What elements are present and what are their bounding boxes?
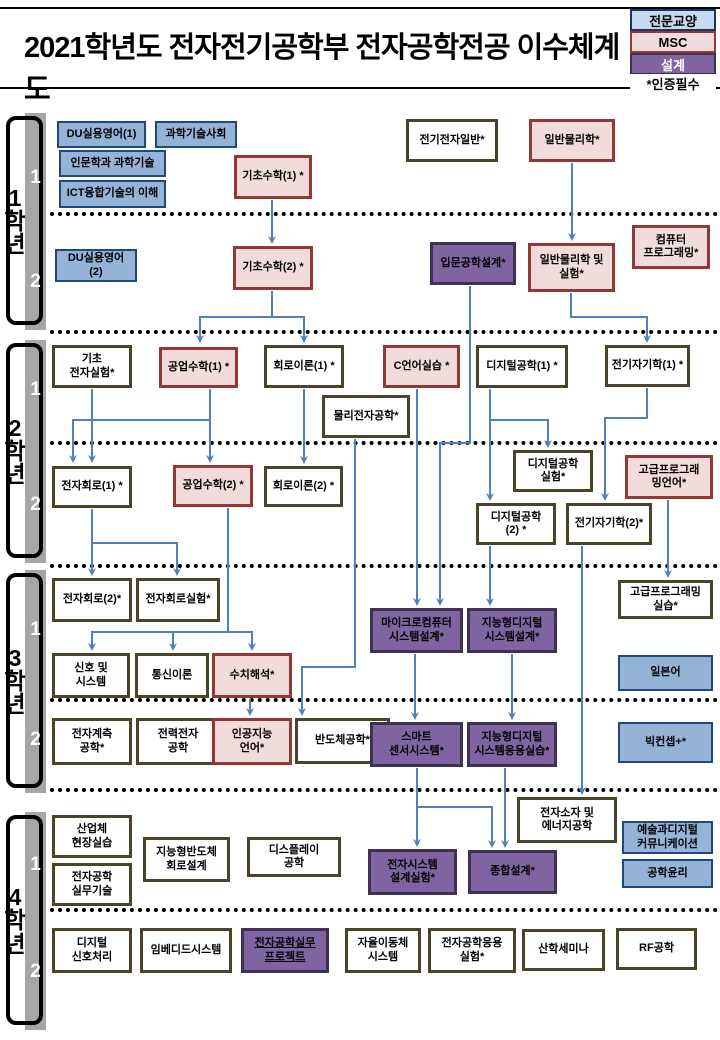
course-numerical-analysis: 수치해석* bbox=[212, 653, 292, 698]
course-circuit-theory-1: 회로이론(1) * bbox=[264, 345, 344, 388]
course-comm-theory: 통신이론 bbox=[135, 653, 209, 698]
course-electronic-circuits-1: 전자회로(1) * bbox=[52, 466, 132, 508]
course-elec-practical-project: 전자공학실무 프로젝트 bbox=[241, 928, 329, 973]
course-intelligent-digital-design: 지능형디지털 시스템설계* bbox=[467, 608, 557, 653]
header-rule bbox=[0, 87, 720, 89]
course-microcomputer-design: 마이크로컴퓨터 시스템설계* bbox=[370, 608, 463, 653]
year-2-semester-2-label: 2 bbox=[30, 494, 41, 515]
year-2-semester-1-label: 1 bbox=[30, 379, 41, 400]
year-3-semester-1-label: 1 bbox=[30, 619, 41, 640]
course-digital-eng-lab: 디지털공학 실험* bbox=[513, 450, 593, 492]
year-4-semester-2-label: 2 bbox=[30, 961, 41, 982]
year-1-semester-1-label: 1 bbox=[30, 167, 41, 188]
course-elec-circuit-lab: 전자회로실험* bbox=[136, 578, 220, 622]
year-3-label: 3 학 년 bbox=[4, 644, 26, 718]
course-ict-convergence: ICT융합기술의 이해 bbox=[59, 180, 166, 208]
year-1-label: 1 학 년 bbox=[4, 184, 26, 258]
course-elec-measurement: 전자계측 공학* bbox=[52, 718, 132, 765]
dotted-divider-6 bbox=[50, 908, 718, 912]
page-title: 2021학년도 전자전기공학부 전자공학전공 이수체계도 bbox=[24, 32, 620, 106]
dotted-divider-1 bbox=[50, 330, 718, 334]
dotted-divider-3 bbox=[50, 564, 718, 568]
course-intro-eng-design: 입문공학설계* bbox=[430, 242, 516, 285]
course-big-concept: 빅컨셉+* bbox=[618, 722, 713, 763]
course-elec-applied-lab: 전자공학응용 실험* bbox=[428, 928, 516, 973]
course-circuit-theory-2: 회로이론(2) * bbox=[264, 466, 343, 507]
course-gen-physics-lab: 일반물리학 및 실험* bbox=[528, 243, 615, 292]
course-c-language: C언어실습 * bbox=[383, 345, 460, 388]
year-4-label: 4 학 년 bbox=[4, 884, 26, 957]
course-digital-signal-processing: 디지털 신호처리 bbox=[52, 928, 132, 973]
arrow-eng-math-2-to-numerical bbox=[227, 508, 256, 651]
course-eng-math-1: 공업수학(1) * bbox=[159, 347, 238, 388]
course-industry-field-practice: 산업체 현장실습 bbox=[52, 815, 132, 858]
course-display-eng: 디스플레이 공학 bbox=[247, 837, 341, 877]
course-digital-eng-1: 디지털공학(1) * bbox=[476, 345, 568, 388]
course-physical-electronics: 물리전자공학* bbox=[322, 395, 410, 438]
course-electromagnetics-2: 전기자기학(2)* bbox=[566, 503, 652, 545]
dotted-divider-0 bbox=[50, 212, 718, 216]
course-signals-systems: 신호 및 시스템 bbox=[52, 653, 130, 698]
course-sci-tech-society: 과학기술사회 bbox=[155, 121, 237, 148]
course-japanese: 일본어 bbox=[618, 655, 713, 691]
course-rf-eng: RF공학 bbox=[616, 928, 697, 970]
course-eng-math-2: 공업수학(2) * bbox=[173, 465, 253, 507]
course-autonomous-vehicle: 자율이동체 시스템 bbox=[345, 928, 421, 973]
course-adv-prog-language: 고급프로그래 밍언어* bbox=[625, 455, 713, 499]
arrow-digital-1-to-digital-lab bbox=[489, 389, 552, 448]
year-4-bracket bbox=[6, 815, 43, 1025]
course-computer-programming: 컴퓨터 프로그래밍* bbox=[632, 225, 710, 269]
course-elec-practical-skills: 전자공학 실무기술 bbox=[52, 863, 132, 906]
arrow-circuits-1-to-circuit-lab bbox=[92, 542, 181, 576]
year-2-label: 2 학 년 bbox=[4, 414, 26, 488]
course-intelligent-semiconductor: 지능형반도체 회로설계 bbox=[143, 837, 230, 882]
arrow-eng-math-2-to-signals bbox=[88, 631, 228, 651]
course-industry-academic-seminar: 산학세미나 bbox=[522, 929, 605, 971]
course-elec-devices-energy: 전자소자 및 에너지공학 bbox=[517, 797, 617, 843]
course-general-physics: 일반물리학* bbox=[529, 119, 615, 162]
year-3-bracket bbox=[6, 573, 43, 788]
course-humanities-sci-tech: 인문학과 과학기술 bbox=[59, 150, 166, 177]
top-rule bbox=[0, 7, 720, 9]
course-general-ee: 전기전자일반* bbox=[406, 119, 498, 162]
course-smart-sensor: 스마트 센서시스템* bbox=[370, 722, 463, 767]
course-engineering-ethics: 공학윤리 bbox=[622, 859, 713, 888]
course-electronic-circuits-2: 전자회로(2)* bbox=[52, 578, 132, 622]
year-4-semester-1-label: 1 bbox=[30, 854, 41, 875]
arrow-smart-sensor-to-capstone bbox=[417, 806, 496, 848]
course-intelligent-digital-practice: 지능형디지털 시스템응용실습* bbox=[467, 722, 557, 767]
course-ai-language: 인공지능 언어* bbox=[212, 718, 292, 765]
course-du-english-2: DU실용영어 (2) bbox=[55, 249, 137, 282]
dotted-divider-5 bbox=[50, 788, 718, 792]
legend-msc: MSC bbox=[630, 31, 716, 53]
year-2-bracket bbox=[6, 343, 43, 558]
course-embedded-systems: 임베디드시스템 bbox=[140, 928, 232, 973]
year-3-semester-2-label: 2 bbox=[30, 729, 41, 750]
course-basic-math-1: 기초수학(1) * bbox=[234, 155, 312, 199]
course-elec-system-design-lab: 전자시스템 설계실험* bbox=[368, 849, 457, 895]
course-digital-eng-2: 디지털공학 (2) * bbox=[476, 503, 556, 545]
course-basic-math-2: 기초수학(2) * bbox=[233, 246, 313, 290]
dotted-divider-2 bbox=[50, 441, 718, 445]
course-adv-prog-practice: 고급프로그래밍 실습* bbox=[618, 580, 713, 619]
year-1-semester-2-label: 2 bbox=[30, 271, 41, 292]
legend-note-certification-required: *인증필수 bbox=[630, 74, 716, 93]
arrow-basic-math-2-to-circuit-theory-1 bbox=[272, 316, 308, 343]
course-du-english-1: DU실용영어(1) bbox=[57, 121, 146, 148]
dotted-divider-4 bbox=[50, 698, 718, 702]
course-basic-elec-lab: 기초 전자실험* bbox=[52, 345, 132, 388]
year-1-bracket bbox=[6, 116, 43, 325]
course-power-electronics: 전력전자 공학 bbox=[136, 718, 220, 765]
course-art-digital-comm: 예술과디지털 커뮤니케이션 bbox=[622, 821, 713, 854]
legend-ge: 전문교양 bbox=[630, 9, 716, 31]
legend-design: 설계 bbox=[630, 53, 716, 75]
course-capstone-design: 종합설계* bbox=[468, 850, 557, 894]
course-electromagnetics-1: 전기자기학(1) * bbox=[605, 345, 690, 387]
